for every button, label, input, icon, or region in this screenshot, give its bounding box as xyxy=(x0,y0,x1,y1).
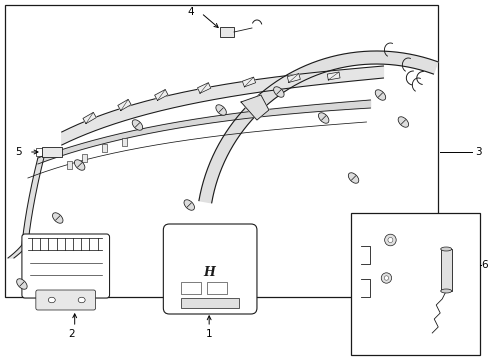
FancyBboxPatch shape xyxy=(22,234,109,298)
Bar xyxy=(5,5,437,297)
Polygon shape xyxy=(242,77,255,87)
Polygon shape xyxy=(286,73,300,82)
Ellipse shape xyxy=(48,297,55,303)
Ellipse shape xyxy=(132,120,142,130)
Polygon shape xyxy=(199,51,437,203)
Text: 1: 1 xyxy=(205,329,212,339)
Ellipse shape xyxy=(183,200,194,210)
FancyBboxPatch shape xyxy=(36,290,96,310)
Ellipse shape xyxy=(440,289,451,293)
Ellipse shape xyxy=(78,297,85,303)
Polygon shape xyxy=(167,232,250,302)
Polygon shape xyxy=(83,112,96,123)
Polygon shape xyxy=(38,100,370,164)
Circle shape xyxy=(384,276,388,280)
Polygon shape xyxy=(197,83,210,93)
Bar xyxy=(207,282,226,294)
Bar xyxy=(350,213,479,355)
Bar xyxy=(440,249,451,291)
Ellipse shape xyxy=(74,160,85,170)
Bar xyxy=(220,27,234,37)
Polygon shape xyxy=(8,245,28,258)
Polygon shape xyxy=(22,158,44,245)
Polygon shape xyxy=(118,99,131,111)
Ellipse shape xyxy=(318,113,328,123)
Bar xyxy=(122,138,127,146)
Polygon shape xyxy=(326,72,339,80)
FancyBboxPatch shape xyxy=(163,224,256,314)
Bar xyxy=(102,144,107,152)
Bar xyxy=(67,161,72,169)
Bar xyxy=(42,147,61,157)
Ellipse shape xyxy=(397,117,408,127)
Bar xyxy=(181,282,201,294)
Polygon shape xyxy=(241,95,268,120)
Text: H: H xyxy=(203,266,215,279)
Polygon shape xyxy=(154,90,168,100)
Text: 3: 3 xyxy=(474,147,481,157)
Text: 5: 5 xyxy=(16,147,22,157)
Circle shape xyxy=(384,234,395,246)
Ellipse shape xyxy=(374,90,385,100)
Ellipse shape xyxy=(273,87,284,97)
Ellipse shape xyxy=(440,247,451,251)
Circle shape xyxy=(381,273,391,283)
Circle shape xyxy=(387,238,392,243)
Text: 6: 6 xyxy=(480,260,487,270)
Polygon shape xyxy=(61,66,383,145)
Text: 4: 4 xyxy=(187,7,194,17)
Bar xyxy=(82,154,87,162)
Ellipse shape xyxy=(17,279,27,289)
Bar xyxy=(181,298,239,308)
Ellipse shape xyxy=(52,213,63,223)
Text: 2: 2 xyxy=(68,329,75,339)
Ellipse shape xyxy=(347,173,358,183)
Ellipse shape xyxy=(215,105,226,115)
